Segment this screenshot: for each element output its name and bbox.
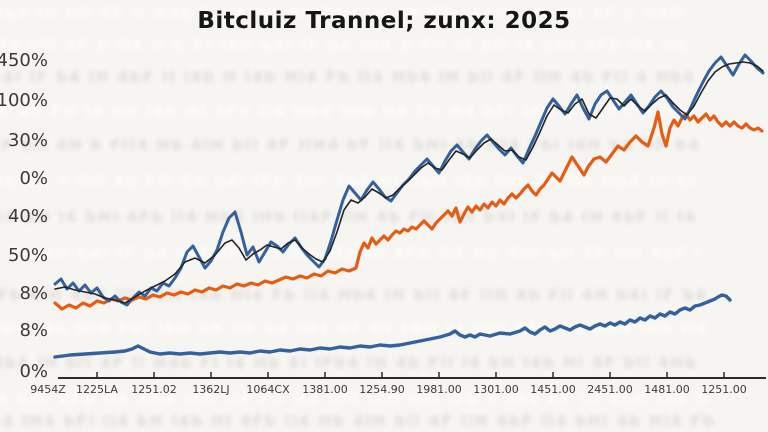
x-tick-label: 1251.02: [131, 383, 177, 396]
x-tick-label: 1451.00: [530, 383, 576, 396]
y-tick-label: 50%: [8, 245, 48, 266]
y-tick-label: 100%: [0, 90, 48, 111]
y-tick-label: 450%: [0, 50, 48, 71]
y-tick-label: 30%: [8, 130, 48, 151]
x-tick-label: 1251.00: [701, 383, 747, 396]
series-line-blue-flat-bottom: [53, 293, 732, 359]
y-tick-label: 8%: [19, 320, 48, 341]
x-tick-label: 1362LJ: [192, 383, 229, 396]
x-tick-label: 1225LA: [76, 383, 118, 396]
y-tick-label: 40%: [8, 206, 48, 227]
x-tick-label: 1981.00: [416, 383, 462, 396]
chart-title: Bitcluiz Trannel; zunx: 2025: [197, 8, 571, 34]
x-tick-label: 1481.00: [644, 383, 690, 396]
x-tick-label: 1301.00: [473, 383, 519, 396]
y-tick-label: 0%: [19, 168, 48, 189]
x-tick-label: 1064CX: [246, 383, 290, 396]
x-tick-label: 9454Z: [30, 383, 66, 396]
x-tick-label: 1254.90: [359, 383, 405, 396]
x-tick-label: 2451.00: [587, 383, 633, 396]
series-line-black-tracking: [54, 61, 764, 304]
y-tick-label: 0%: [19, 361, 48, 382]
series-line-orange-rising: [53, 110, 764, 311]
x-tick-label: 1381.00: [302, 383, 348, 396]
y-tick-label: 8%: [19, 283, 48, 304]
